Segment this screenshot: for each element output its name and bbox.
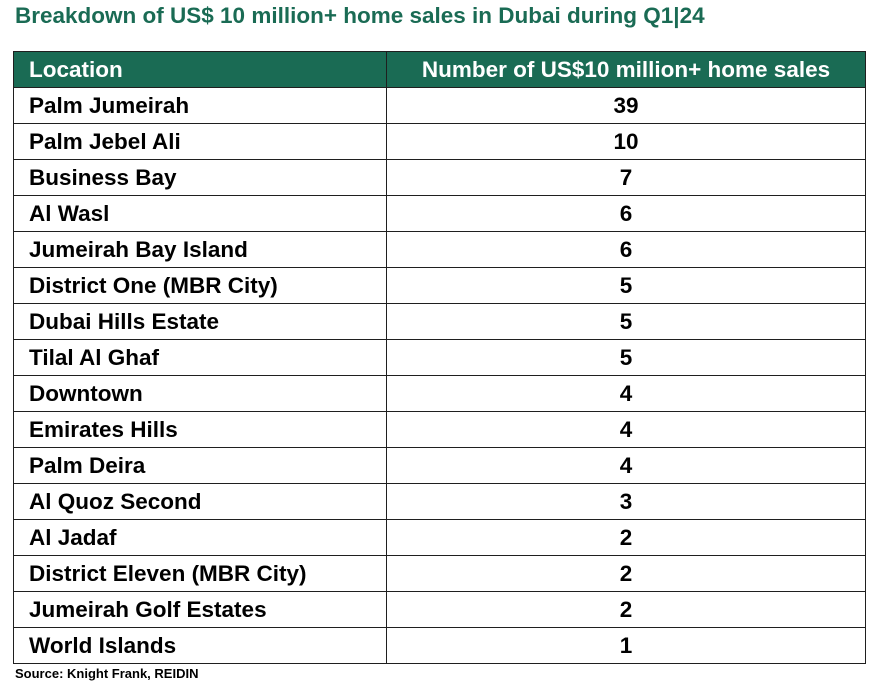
table-row: Palm Jebel Ali 10: [13, 123, 866, 160]
table-row: Jumeirah Bay Island 6: [13, 231, 866, 268]
sales-count-cell: 4: [386, 447, 866, 484]
location-cell: Downtown: [13, 375, 387, 412]
sales-count-cell: 3: [386, 483, 866, 520]
sales-count-cell: 10: [386, 123, 866, 160]
table-row: Downtown 4: [13, 375, 866, 412]
table-row: Al Quoz Second 3: [13, 483, 866, 520]
sales-count-cell: 6: [386, 195, 866, 232]
location-cell: Business Bay: [13, 159, 387, 196]
sales-count-cell: 5: [386, 339, 866, 376]
column-header-location: Location: [13, 51, 387, 88]
table-row: World Islands 1: [13, 627, 866, 664]
table-row: Al Wasl 6: [13, 195, 866, 232]
table-header-row: Location Number of US$10 million+ home s…: [13, 51, 866, 88]
table-row: District One (MBR City) 5: [13, 267, 866, 304]
sales-count-cell: 39: [386, 87, 866, 124]
sales-count-cell: 2: [386, 555, 866, 592]
table-row: Jumeirah Golf Estates 2: [13, 591, 866, 628]
location-cell: Dubai Hills Estate: [13, 303, 387, 340]
sales-count-cell: 4: [386, 411, 866, 448]
location-cell: Jumeirah Bay Island: [13, 231, 387, 268]
location-cell: Tilal Al Ghaf: [13, 339, 387, 376]
table-row: Palm Deira 4: [13, 447, 866, 484]
table-row: District Eleven (MBR City) 2: [13, 555, 866, 592]
sales-count-cell: 4: [386, 375, 866, 412]
sales-count-cell: 5: [386, 267, 866, 304]
sales-table: Location Number of US$10 million+ home s…: [13, 51, 866, 664]
column-header-sales: Number of US$10 million+ home sales: [386, 51, 866, 88]
table-row: Business Bay 7: [13, 159, 866, 196]
location-cell: District One (MBR City): [13, 267, 387, 304]
table-row: Al Jadaf 2: [13, 519, 866, 556]
sales-count-cell: 6: [386, 231, 866, 268]
table-row: Emirates Hills 4: [13, 411, 866, 448]
table-row: Dubai Hills Estate 5: [13, 303, 866, 340]
sales-count-cell: 7: [386, 159, 866, 196]
location-cell: Al Jadaf: [13, 519, 387, 556]
sales-count-cell: 2: [386, 519, 866, 556]
sales-count-cell: 1: [386, 627, 866, 664]
source-note: Source: Knight Frank, REIDIN: [15, 666, 199, 681]
chart-title: Breakdown of US$ 10 million+ home sales …: [15, 3, 705, 28]
table-row: Tilal Al Ghaf 5: [13, 339, 866, 376]
table-body: Palm Jumeirah 39 Palm Jebel Ali 10 Business …: [13, 87, 866, 664]
sales-count-cell: 2: [386, 591, 866, 628]
location-cell: District Eleven (MBR City): [13, 555, 387, 592]
location-cell: Emirates Hills: [13, 411, 387, 448]
location-cell: Al Quoz Second: [13, 483, 387, 520]
location-cell: Jumeirah Golf Estates: [13, 591, 387, 628]
location-cell: Palm Jebel Ali: [13, 123, 387, 160]
location-cell: Palm Jumeirah: [13, 87, 387, 124]
sales-count-cell: 5: [386, 303, 866, 340]
location-cell: Palm Deira: [13, 447, 387, 484]
location-cell: World Islands: [13, 627, 387, 664]
location-cell: Al Wasl: [13, 195, 387, 232]
table-row: Palm Jumeirah 39: [13, 87, 866, 124]
